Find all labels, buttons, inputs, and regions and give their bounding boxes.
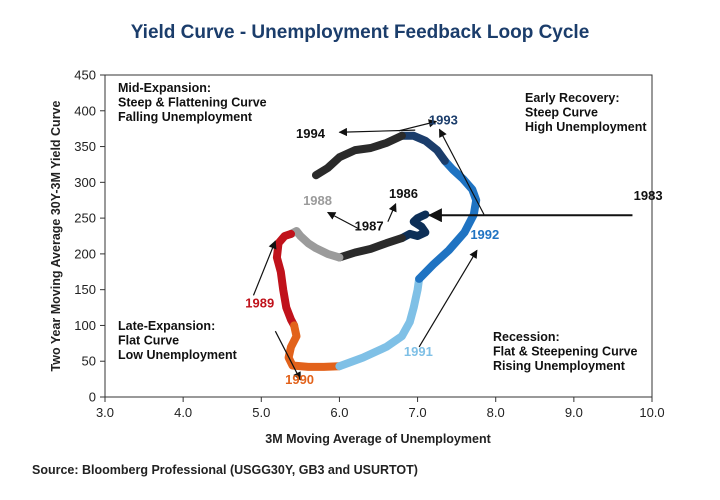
year-label-1990: 1990 [285,372,314,387]
chart-title: Yield Curve - Unemployment Feedback Loop… [130,22,590,43]
series-line-1986-1987 [335,234,406,262]
x-tick-label: 6.0 [330,405,348,420]
annotation-arrow [387,203,397,222]
series-line-1993 [397,131,449,165]
phase-annotation-line: Steep & Flattening Curve [118,96,267,110]
phase-annotation-line: Mid-Expansion: [118,81,211,95]
series-line-1991 [335,274,424,371]
data-series [272,131,481,371]
series-line-1983 [397,210,430,243]
phase-annotation-line: Late-Expansion: [118,319,215,333]
phase-annotation-line: Rising Unemployment [493,359,626,373]
phase-annotation-line: Falling Unemployment [118,110,253,124]
phase-annotation-line: Flat Curve [118,334,179,348]
series-line-1994 [312,131,406,180]
annotation-arrow [418,249,478,348]
series-line-1989 [272,229,299,330]
annotation-arrow [274,330,301,381]
y-tick-label: 0 [89,390,96,405]
series-line-1990 [284,321,344,371]
y-tick-label: 200 [74,246,96,261]
annotation-arrow [438,128,485,215]
x-tick-label: 7.0 [409,405,427,420]
x-tick-label: 9.0 [565,405,583,420]
phase-annotation-line: Flat & Steepening Curve [493,345,638,359]
y-axis-ticks: 0 50 100 150 200 250 300 350 400 450 [74,68,105,405]
phase-annotation-line: Steep Curve [525,106,598,120]
y-tick-label: 150 [74,282,96,297]
y-tick-label: 50 [82,354,96,369]
year-label-1994: 1994 [296,126,326,141]
x-tick-label: 4.0 [174,405,192,420]
phase-annotation-line: High Unemployment [525,120,647,134]
phase-annotation-line: Early Recovery: [525,91,620,105]
y-tick-label: 400 [74,103,96,118]
y-tick-label: 350 [74,139,96,154]
phase-annotation-line: Low Unemployment [118,348,238,362]
x-tick-label: 8.0 [487,405,505,420]
year-label-1991: 1991 [404,344,433,359]
y-tick-label: 100 [74,318,96,333]
annotation-arrow [252,240,277,296]
x-tick-label: 10.0 [639,405,664,420]
annotation-arrow [326,211,360,230]
year-label-1983: 1983 [634,188,663,203]
x-axis-label: 3M Moving Average of Unemployment [265,432,491,446]
annotation-arrows [252,119,633,381]
plot-area [104,74,653,398]
x-axis-ticks: 3.0 4.0 5.0 6.0 7.0 8.0 9.0 10.0 [96,397,665,420]
annotation-arrow [398,119,438,132]
y-tick-label: 450 [74,68,96,83]
y-axis-label: Two Year Moving Average 30Y-3M Yield Cur… [49,100,63,371]
year-labels: 1983 1986 1987 1988 1989 1990 1991 1992 1993 1994 [245,112,662,387]
series-line-1992 [415,156,481,283]
x-tick-label: 3.0 [96,405,114,420]
phase-annotations: Mid-Expansion:Steep & Flattening CurveFa… [118,81,647,373]
year-label-1986: 1986 [389,186,418,201]
year-label-1988: 1988 [303,193,332,208]
annotation-arrow [338,127,416,137]
year-label-1989: 1989 [245,296,274,311]
source-note: Source: Bloomberg Professional (USGG30Y,… [32,463,418,477]
year-label-1993: 1993 [429,112,458,127]
y-tick-label: 250 [74,211,96,226]
year-label-1992: 1992 [470,227,499,242]
phase-annotation-line: Recession: [493,330,560,344]
x-tick-label: 5.0 [252,405,270,420]
year-label-1987: 1987 [355,218,384,233]
series-line-1988 [287,227,344,262]
y-tick-label: 300 [74,175,96,190]
